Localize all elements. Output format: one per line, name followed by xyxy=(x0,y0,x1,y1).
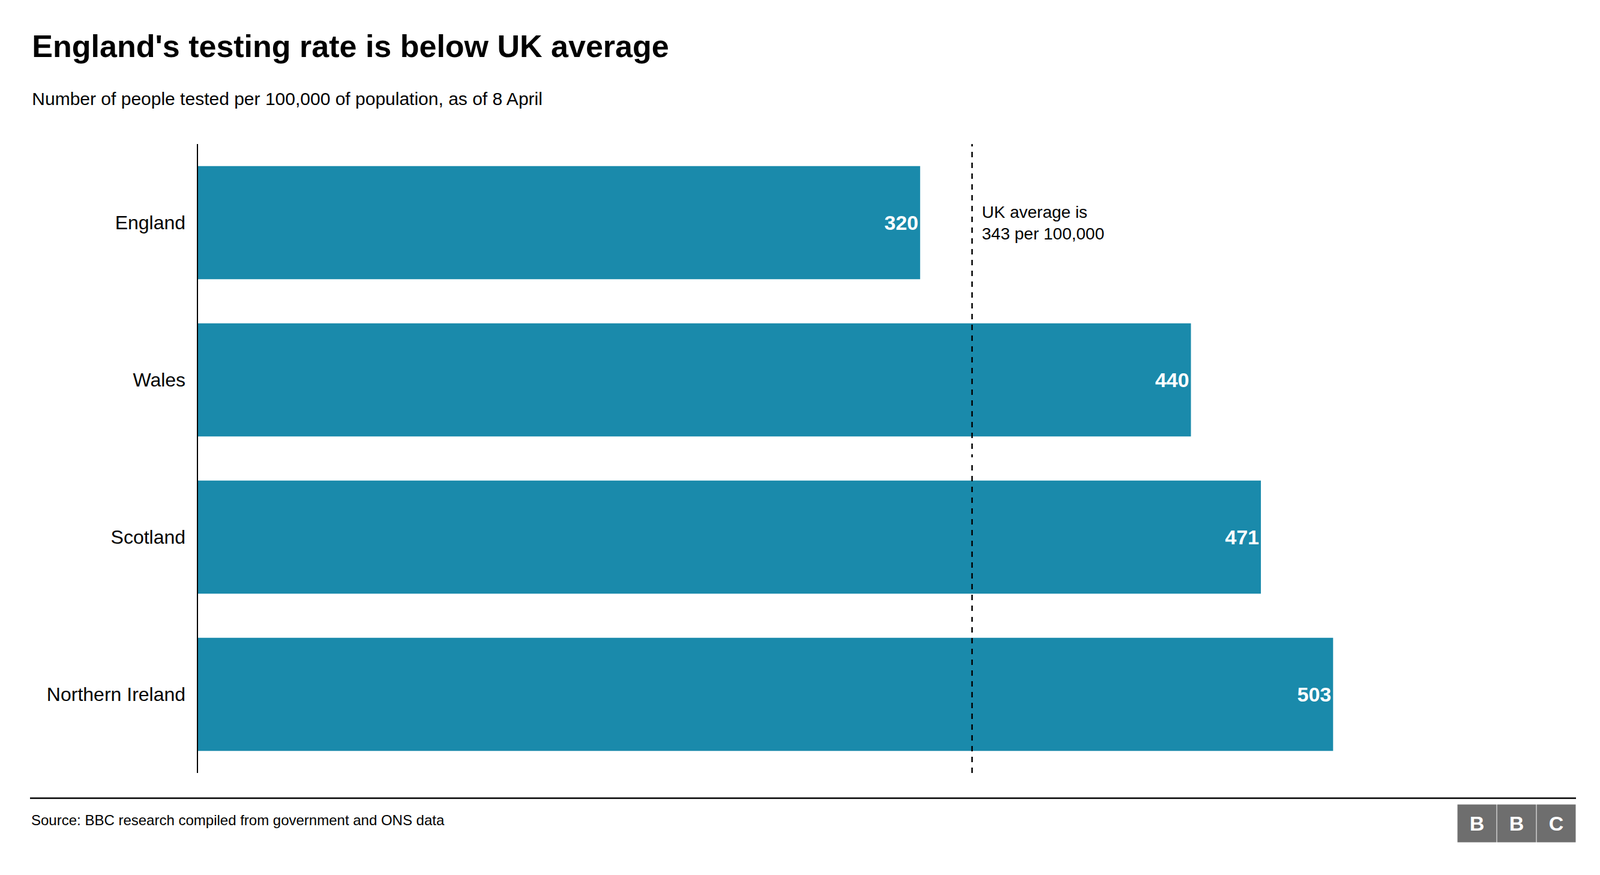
svg-text:440: 440 xyxy=(1155,368,1190,392)
svg-text:England: England xyxy=(115,211,186,234)
svg-text:Number of people tested per 10: Number of people tested per 100,000 of p… xyxy=(31,88,543,109)
svg-text:UK average is343 per 100,000: UK average is343 per 100,000 xyxy=(981,202,1105,244)
svg-text:320: 320 xyxy=(884,211,919,235)
svg-text:C: C xyxy=(1548,812,1564,835)
svg-text:471: 471 xyxy=(1224,525,1260,549)
svg-text:503: 503 xyxy=(1297,682,1332,706)
svg-text:England's testing rate is belo: England's testing rate is below UK avera… xyxy=(31,28,669,64)
svg-text:B: B xyxy=(1469,812,1485,835)
svg-text:Scotland: Scotland xyxy=(111,526,187,548)
svg-text:Source: BBC research compiled: Source: BBC research compiled from gover… xyxy=(31,812,445,829)
svg-text:B: B xyxy=(1509,812,1525,835)
svg-text:Northern Ireland: Northern Ireland xyxy=(46,683,186,706)
svg-text:Wales: Wales xyxy=(132,369,186,391)
